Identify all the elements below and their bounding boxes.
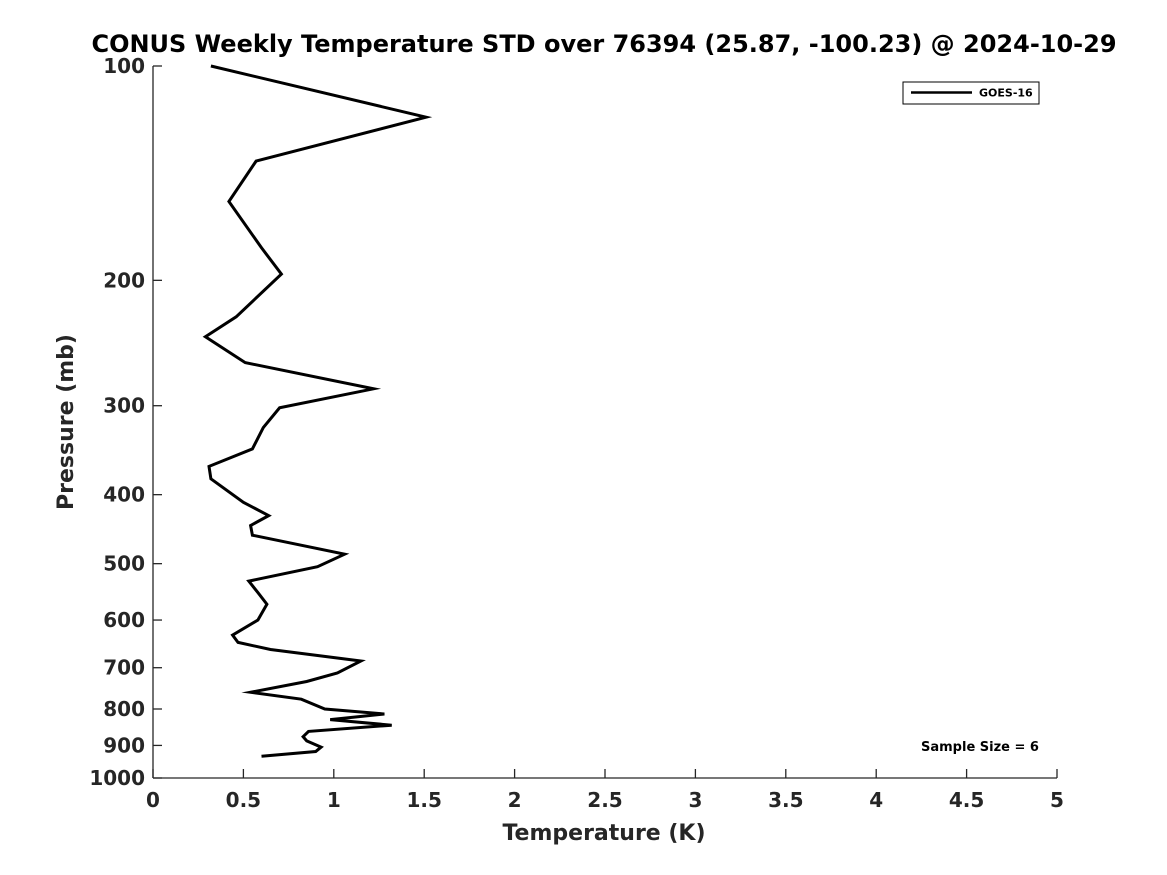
x-tick-label: 1.5 bbox=[406, 788, 441, 812]
sample-size-annotation: Sample Size = 6 bbox=[921, 740, 1039, 755]
x-tick-label: 4 bbox=[869, 788, 883, 812]
x-tick-label: 3.5 bbox=[768, 788, 803, 812]
x-tick-label: 3 bbox=[688, 788, 702, 812]
y-ticks: 100 200 300 400 500 600 700 800 900 1000 bbox=[89, 54, 162, 790]
x-tick-label: 1 bbox=[327, 788, 341, 812]
series-layer bbox=[202, 64, 433, 758]
x-tick-label: 0 bbox=[146, 788, 160, 812]
y-tick-label: 700 bbox=[103, 656, 145, 680]
chart-title: CONUS Weekly Temperature STD over 76394 … bbox=[91, 30, 1116, 58]
y-axis-label: Pressure (mb) bbox=[54, 334, 79, 510]
plot-area bbox=[153, 66, 1057, 778]
x-tick-label: 2 bbox=[508, 788, 522, 812]
x-axis-label: Temperature (K) bbox=[502, 821, 705, 846]
y-tick-label: 1000 bbox=[89, 766, 145, 790]
y-tick-label: 100 bbox=[103, 54, 145, 78]
x-tick-label: 2.5 bbox=[587, 788, 622, 812]
x-ticks: 0 0.5 1 1.5 2 2.5 3 3.5 4 4.5 5 bbox=[146, 769, 1064, 812]
y-tick-label: 900 bbox=[103, 733, 145, 757]
y-tick-label: 400 bbox=[103, 483, 145, 507]
y-tick-label: 500 bbox=[103, 552, 145, 576]
y-tick-label: 600 bbox=[103, 608, 145, 632]
y-tick-label: 300 bbox=[103, 394, 145, 418]
y-tick-label: 800 bbox=[103, 697, 145, 721]
y-tick-label: 200 bbox=[103, 268, 145, 292]
x-tick-label: 5 bbox=[1050, 788, 1064, 812]
series-line-goes-16 bbox=[202, 64, 433, 758]
legend: GOES-16 bbox=[902, 81, 1040, 105]
x-tick-label: 0.5 bbox=[226, 788, 261, 812]
legend-label-goes-16: GOES-16 bbox=[979, 87, 1033, 100]
x-tick-label: 4.5 bbox=[949, 788, 984, 812]
